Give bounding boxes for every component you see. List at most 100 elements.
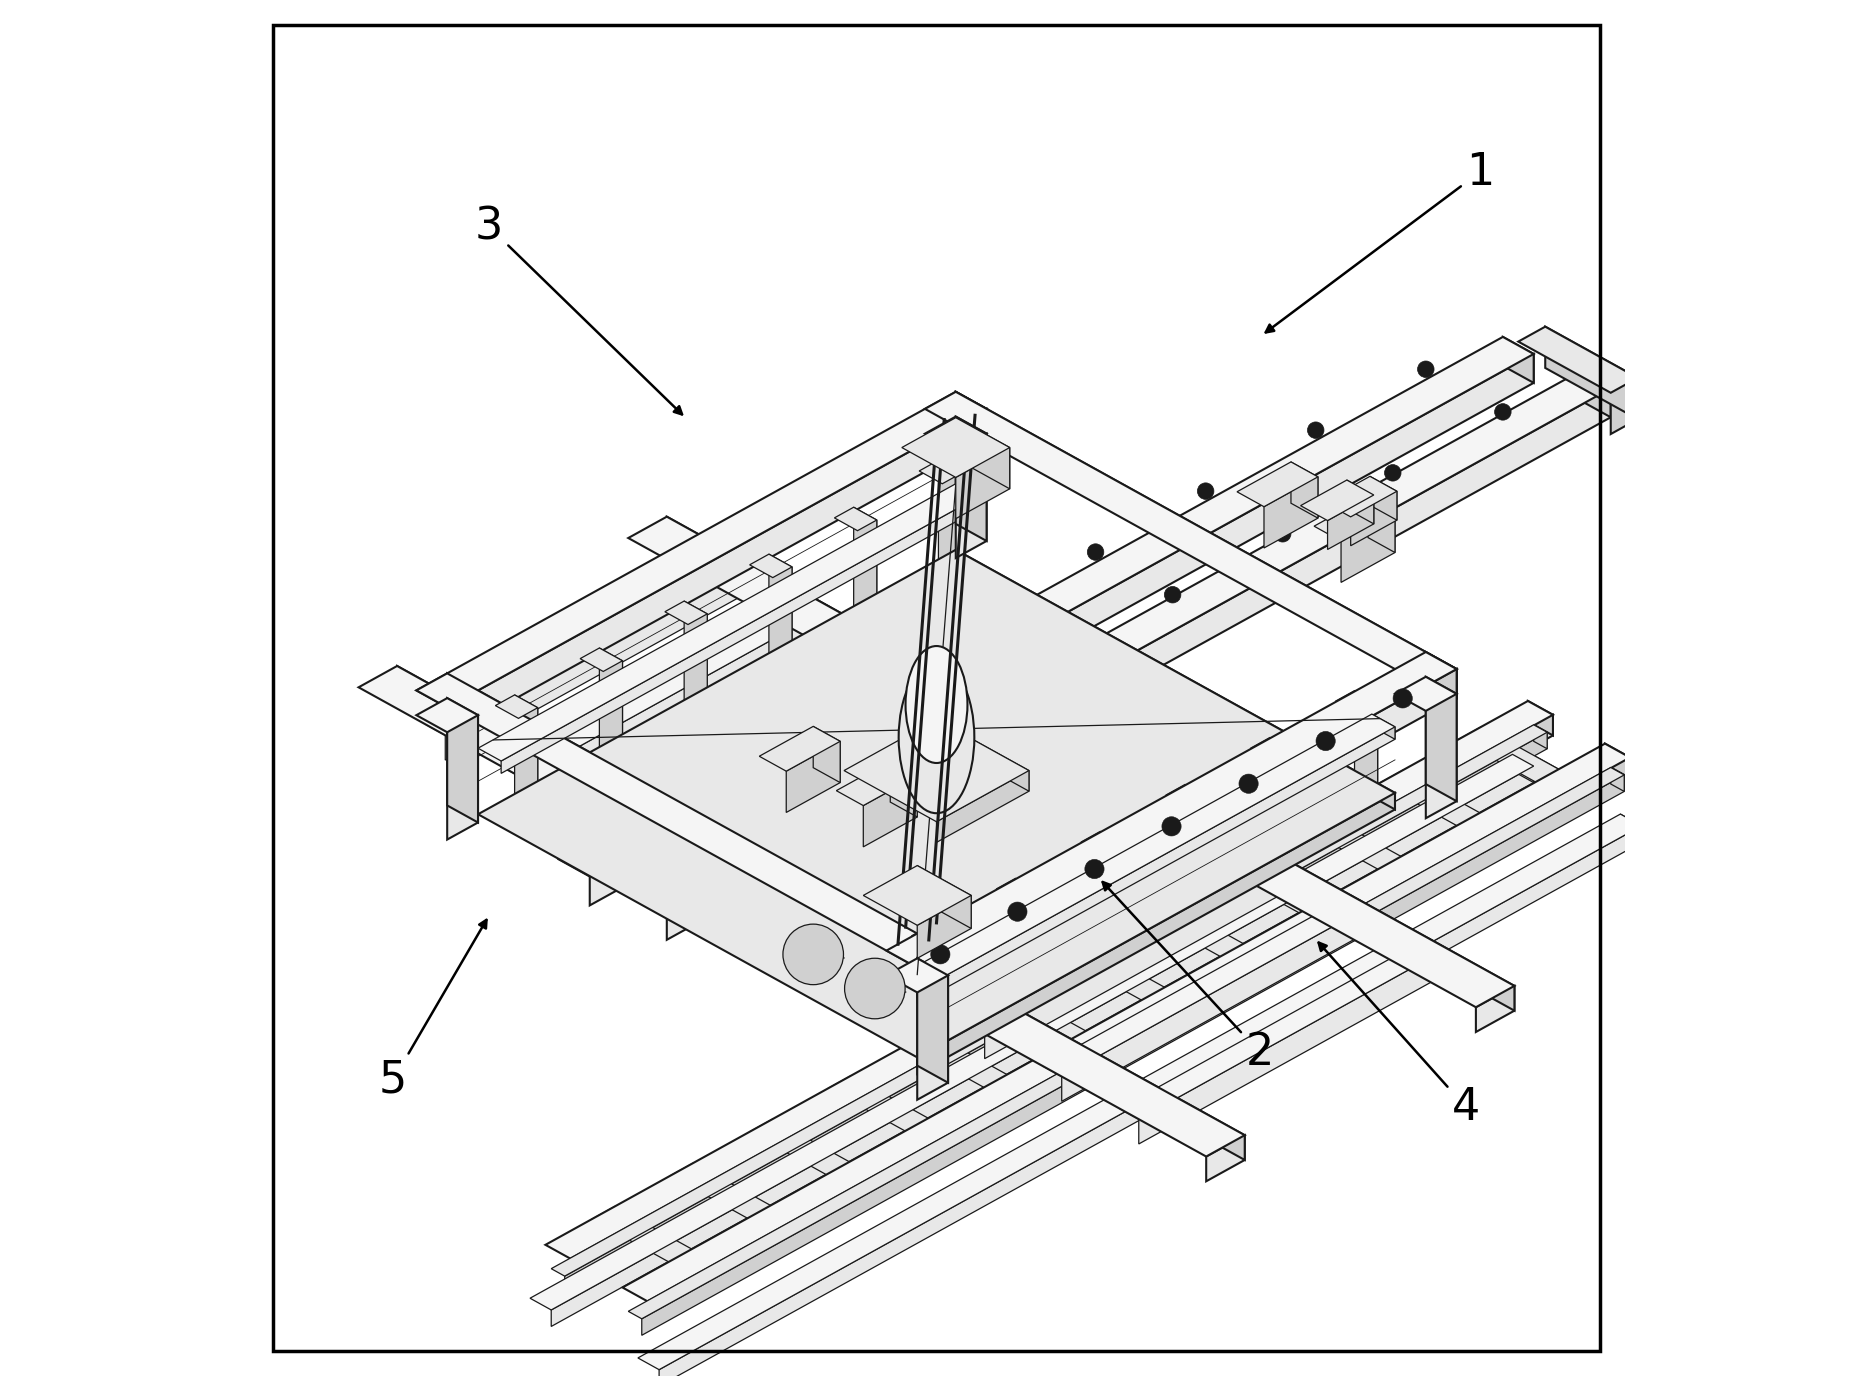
Text: 3: 3 — [476, 205, 682, 414]
Polygon shape — [448, 716, 478, 839]
Polygon shape — [813, 727, 841, 783]
Polygon shape — [1139, 948, 1448, 1143]
Polygon shape — [749, 1119, 882, 1193]
Polygon shape — [1186, 784, 1208, 896]
Polygon shape — [781, 1223, 804, 1258]
Polygon shape — [515, 695, 538, 806]
Text: 4: 4 — [1319, 943, 1480, 1130]
Polygon shape — [1410, 875, 1435, 908]
Circle shape — [1495, 403, 1512, 420]
Polygon shape — [564, 732, 1547, 1292]
Polygon shape — [858, 520, 877, 630]
Polygon shape — [397, 666, 1246, 1160]
Polygon shape — [599, 648, 622, 760]
Polygon shape — [886, 958, 948, 992]
Polygon shape — [1064, 945, 1197, 1018]
Circle shape — [1238, 775, 1259, 794]
Polygon shape — [749, 555, 792, 578]
Polygon shape — [551, 766, 1534, 1326]
Polygon shape — [965, 682, 985, 717]
Polygon shape — [1328, 495, 1373, 549]
Polygon shape — [1274, 750, 1292, 860]
Circle shape — [1394, 689, 1412, 709]
Polygon shape — [850, 1076, 961, 1157]
Polygon shape — [908, 820, 1216, 1015]
Polygon shape — [936, 720, 1028, 791]
Polygon shape — [918, 727, 1395, 1003]
Polygon shape — [918, 976, 948, 1099]
Polygon shape — [985, 988, 1118, 1062]
Polygon shape — [772, 1119, 882, 1201]
Polygon shape — [854, 508, 877, 619]
Polygon shape — [1403, 771, 1513, 852]
Polygon shape — [627, 517, 1515, 1007]
Polygon shape — [1015, 878, 1040, 991]
Polygon shape — [1302, 813, 1435, 888]
Polygon shape — [504, 597, 830, 777]
Polygon shape — [1371, 714, 1395, 739]
Polygon shape — [1246, 857, 1354, 938]
Polygon shape — [734, 725, 1062, 905]
Polygon shape — [693, 1163, 804, 1244]
Polygon shape — [665, 601, 708, 625]
Circle shape — [1418, 361, 1435, 377]
Circle shape — [646, 787, 663, 804]
Polygon shape — [530, 754, 1534, 1310]
Polygon shape — [1611, 378, 1637, 433]
Polygon shape — [627, 768, 1624, 1318]
Circle shape — [1197, 483, 1214, 499]
Polygon shape — [925, 417, 987, 451]
Polygon shape — [888, 810, 1216, 991]
Circle shape — [1274, 526, 1290, 542]
Polygon shape — [830, 777, 1139, 973]
Polygon shape — [1120, 768, 1139, 802]
Polygon shape — [833, 508, 877, 531]
Polygon shape — [1096, 1049, 1118, 1083]
Polygon shape — [920, 461, 961, 484]
Polygon shape — [1165, 784, 1208, 808]
Polygon shape — [1335, 691, 1379, 714]
Polygon shape — [1350, 896, 1369, 930]
Polygon shape — [478, 550, 1395, 1057]
Polygon shape — [1043, 896, 1369, 1076]
Polygon shape — [1476, 987, 1515, 1032]
Circle shape — [1084, 860, 1103, 879]
Polygon shape — [1620, 815, 1641, 842]
Circle shape — [1088, 544, 1103, 560]
Polygon shape — [886, 652, 1457, 967]
Polygon shape — [1611, 768, 1624, 791]
Polygon shape — [659, 826, 1641, 1376]
Polygon shape — [1369, 476, 1397, 520]
Polygon shape — [1395, 677, 1457, 711]
Polygon shape — [1223, 857, 1354, 932]
Polygon shape — [637, 372, 1611, 911]
Polygon shape — [592, 1207, 725, 1280]
Circle shape — [1384, 465, 1401, 482]
Circle shape — [1161, 817, 1182, 837]
Polygon shape — [494, 695, 538, 718]
Polygon shape — [581, 640, 908, 820]
Polygon shape — [1197, 810, 1216, 845]
Polygon shape — [667, 517, 1515, 1011]
Polygon shape — [1425, 669, 1457, 716]
Text: 2: 2 — [1103, 882, 1274, 1075]
Polygon shape — [1019, 892, 1040, 1000]
Polygon shape — [907, 1032, 1040, 1105]
Polygon shape — [1043, 725, 1062, 760]
Polygon shape — [1099, 831, 1124, 944]
Polygon shape — [935, 938, 953, 1047]
Polygon shape — [955, 417, 987, 541]
Polygon shape — [416, 392, 987, 707]
Polygon shape — [1120, 938, 1448, 1119]
Polygon shape — [1513, 754, 1534, 783]
Polygon shape — [1459, 727, 1592, 801]
Polygon shape — [1534, 725, 1547, 749]
Polygon shape — [925, 392, 1457, 687]
Polygon shape — [551, 725, 1547, 1276]
Polygon shape — [1324, 476, 1397, 517]
Polygon shape — [657, 682, 985, 863]
Polygon shape — [648, 757, 1630, 1322]
Polygon shape — [918, 793, 1395, 1073]
Circle shape — [1008, 903, 1026, 922]
Polygon shape — [996, 878, 1040, 901]
